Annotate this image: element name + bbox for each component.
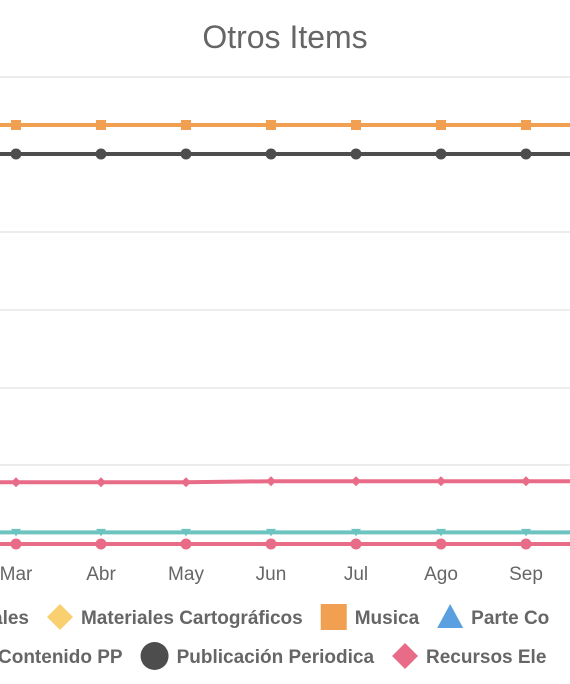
x-tick-label-2: May — [168, 564, 204, 585]
data-point-0-2 — [181, 120, 191, 130]
data-point-3-5 — [436, 528, 446, 537]
series-layer — [0, 120, 570, 550]
x-tick-label-5: Ago — [424, 564, 458, 585]
data-point-0-1 — [96, 120, 106, 130]
gridlines — [0, 76, 570, 466]
data-point-3-0 — [11, 528, 21, 537]
data-point-3-3 — [266, 528, 276, 537]
x-tick-label-3: Jun — [256, 564, 287, 585]
legend-item-0-0[interactable]: ales — [0, 608, 29, 629]
data-point-1-6 — [520, 148, 532, 160]
data-point-1-0 — [10, 148, 22, 160]
legend-marker-0-1 — [46, 604, 73, 630]
data-point-2-4 — [351, 476, 361, 487]
legend-label-0-3: Parte Co — [471, 608, 549, 629]
series-4 — [0, 538, 570, 550]
data-point-1-5 — [435, 148, 447, 160]
legend: ales Materiales Cartográficos Musica Parte … — [0, 604, 549, 670]
legend-label-0-1: Materiales Cartográficos — [81, 608, 303, 629]
x-axis-ticks: Mar Abr May Jun Jul Ago Sep — [0, 564, 543, 585]
legend-label-0-0: ales — [0, 608, 29, 629]
x-tick-label-4: Jul — [344, 564, 368, 585]
data-point-4-5 — [435, 538, 447, 550]
data-point-0-5 — [436, 120, 446, 130]
data-point-1-4 — [350, 148, 362, 160]
data-point-4-6 — [520, 538, 532, 550]
data-point-1-3 — [265, 148, 277, 160]
legend-label-1-2: Recursos Ele — [426, 647, 546, 668]
data-point-3-2 — [181, 528, 191, 537]
legend-item-0-1[interactable]: Materiales Cartográficos — [46, 604, 303, 630]
data-point-1-2 — [180, 148, 192, 160]
x-tick-label-1: Abr — [86, 564, 116, 585]
series-1 — [0, 148, 570, 160]
legend-label-1-1: Publicación Periodica — [177, 647, 375, 668]
data-point-2-5 — [436, 476, 446, 487]
legend-item-1-1[interactable]: Publicación Periodica — [140, 642, 375, 670]
data-point-3-1 — [96, 528, 106, 537]
series-2 — [0, 476, 570, 488]
data-point-3-4 — [351, 528, 361, 537]
x-tick-label-0: Mar — [0, 564, 33, 585]
data-point-2-6 — [521, 476, 531, 487]
data-point-0-4 — [351, 120, 361, 130]
data-point-2-1 — [96, 477, 106, 488]
data-point-2-0 — [11, 477, 21, 488]
data-point-0-3 — [266, 120, 276, 130]
data-point-2-2 — [181, 477, 191, 488]
data-point-2-3 — [266, 476, 276, 487]
data-point-4-4 — [350, 538, 362, 550]
data-point-1-1 — [95, 148, 107, 160]
legend-item-1-2[interactable]: Recursos Ele — [392, 643, 546, 669]
data-point-3-6 — [521, 528, 531, 537]
data-point-0-0 — [11, 120, 21, 130]
data-point-0-6 — [521, 120, 531, 130]
legend-item-1-0[interactable]: Contenido PP — [0, 647, 123, 668]
legend-marker-1-1 — [140, 642, 169, 670]
legend-item-0-3[interactable]: Parte Co — [437, 604, 549, 629]
data-point-4-3 — [265, 538, 277, 550]
legend-marker-0-2 — [320, 604, 347, 630]
series-3 — [0, 528, 570, 537]
legend-marker-0-3 — [437, 604, 464, 629]
data-point-4-0 — [10, 538, 22, 550]
legend-label-1-0: Contenido PP — [0, 647, 123, 668]
legend-item-0-2[interactable]: Musica — [320, 604, 420, 630]
chart-title: Otros Items — [202, 19, 367, 55]
legend-label-0-2: Musica — [355, 608, 420, 629]
series-line-2 — [0, 479, 570, 485]
x-tick-label-6: Sep — [509, 564, 543, 585]
data-point-4-1 — [95, 538, 107, 550]
series-0 — [0, 120, 570, 130]
data-point-4-2 — [180, 538, 192, 550]
legend-marker-1-2 — [392, 643, 419, 669]
